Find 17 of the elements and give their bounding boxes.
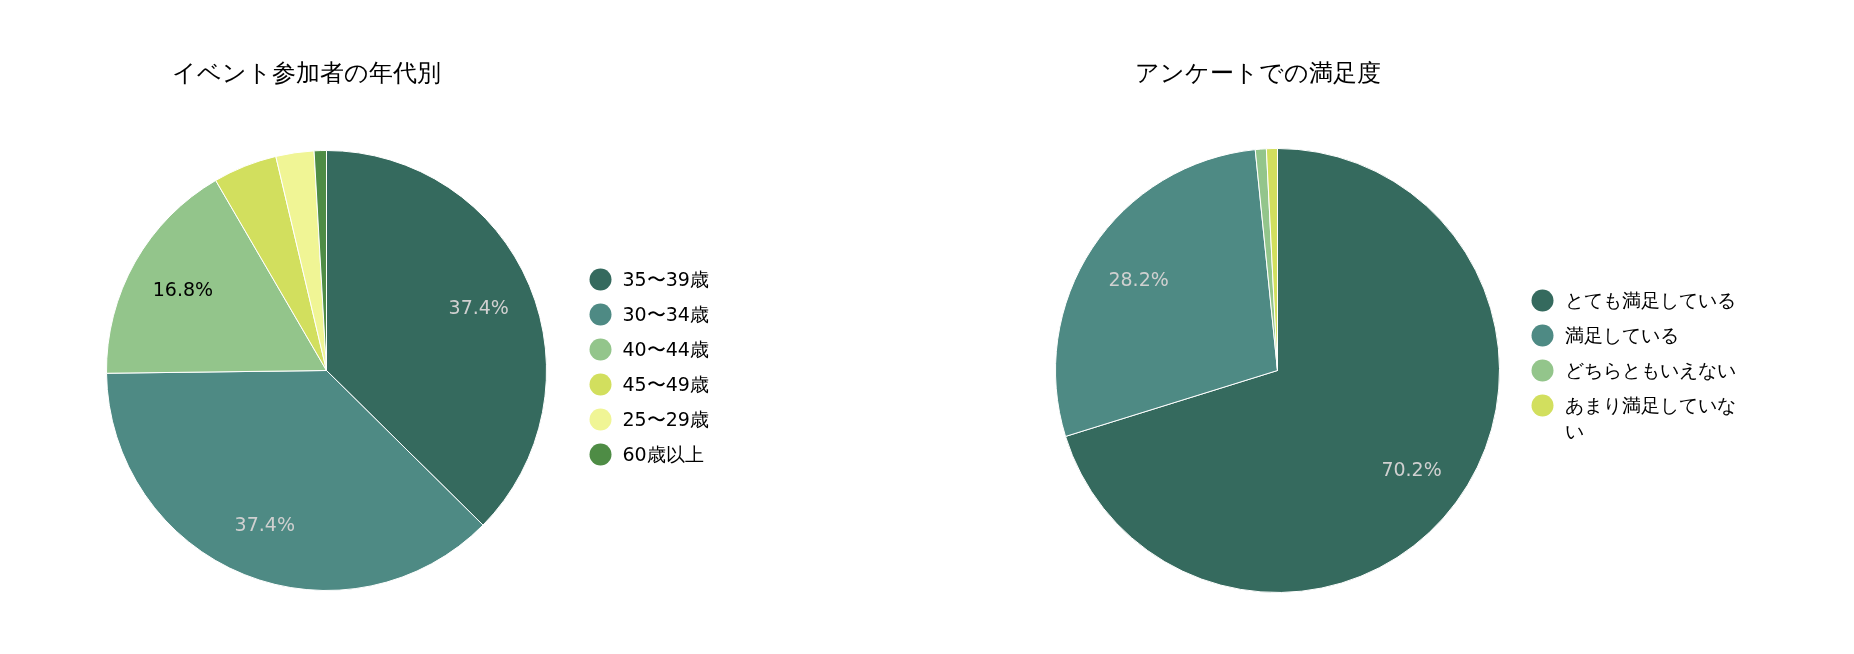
legend-label: 25〜29歳 xyxy=(622,407,709,430)
chart-title: アンケートでの満足度 xyxy=(1134,58,1381,87)
legend-label: 満足している xyxy=(1564,323,1679,346)
data-label: 28.2% xyxy=(1108,267,1169,290)
legend-label: 45〜49歳 xyxy=(622,372,709,395)
data-label: 70.2% xyxy=(1381,458,1442,481)
legend-label: 40〜44歳 xyxy=(622,337,709,360)
legend-label: あまり満足していない xyxy=(1564,393,1736,442)
legend-label: 60歳以上 xyxy=(622,442,704,465)
data-label: 16.8% xyxy=(152,278,214,301)
legend-label: 30〜34歳 xyxy=(622,302,709,325)
data-label: 37.4% xyxy=(234,512,295,535)
legend-label: とても満足している xyxy=(1564,288,1736,311)
legend-label: どちらともいえない xyxy=(1564,358,1736,381)
chart-title: イベント参加者の年代別 xyxy=(172,58,441,87)
legend-label: 35〜39歳 xyxy=(622,267,709,290)
data-label: 37.4% xyxy=(448,295,509,318)
